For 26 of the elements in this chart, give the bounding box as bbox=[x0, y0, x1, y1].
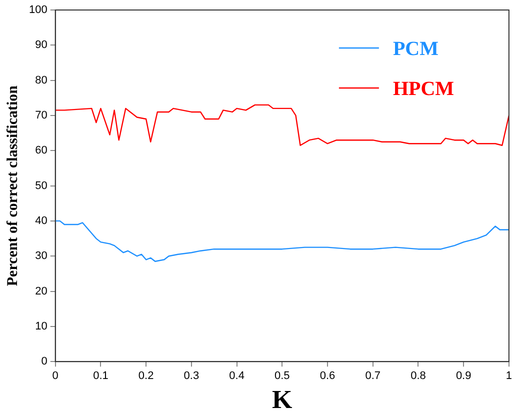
legend-label: PCM bbox=[392, 38, 439, 60]
x-tick-label: 0.8 bbox=[410, 370, 426, 382]
x-tick-label: 0.9 bbox=[456, 370, 472, 382]
x-tick-label: 0.6 bbox=[320, 370, 336, 382]
y-tick-label: 80 bbox=[35, 74, 48, 86]
y-tick-label: 30 bbox=[35, 250, 48, 262]
y-tick-label: 10 bbox=[35, 320, 48, 332]
y-tick-label: 70 bbox=[35, 110, 48, 122]
y-tick-label: 60 bbox=[35, 144, 48, 157]
x-axis-title: K bbox=[272, 385, 294, 414]
y-tick-label: 40 bbox=[35, 214, 48, 227]
x-tick-label: 0.2 bbox=[138, 370, 154, 382]
x-tick-label: 0 bbox=[52, 370, 58, 382]
y-tick-label: 100 bbox=[28, 4, 48, 16]
y-tick-label: 50 bbox=[35, 180, 48, 192]
x-tick-label: 0.5 bbox=[274, 370, 290, 382]
x-tick-label: 0.7 bbox=[365, 370, 381, 382]
x-tick-label: 1 bbox=[506, 370, 512, 382]
x-tick-label: 0.1 bbox=[93, 370, 108, 382]
y-tick-label: 20 bbox=[35, 285, 48, 298]
x-tick-label: 0.3 bbox=[184, 370, 200, 382]
y-axis-title: Percent of correct classification bbox=[4, 84, 21, 286]
x-tick-label: 0.4 bbox=[229, 370, 244, 382]
y-tick-label: 0 bbox=[41, 356, 48, 368]
legend-label: HPCM bbox=[392, 78, 454, 100]
y-tick-label: 90 bbox=[35, 39, 48, 52]
